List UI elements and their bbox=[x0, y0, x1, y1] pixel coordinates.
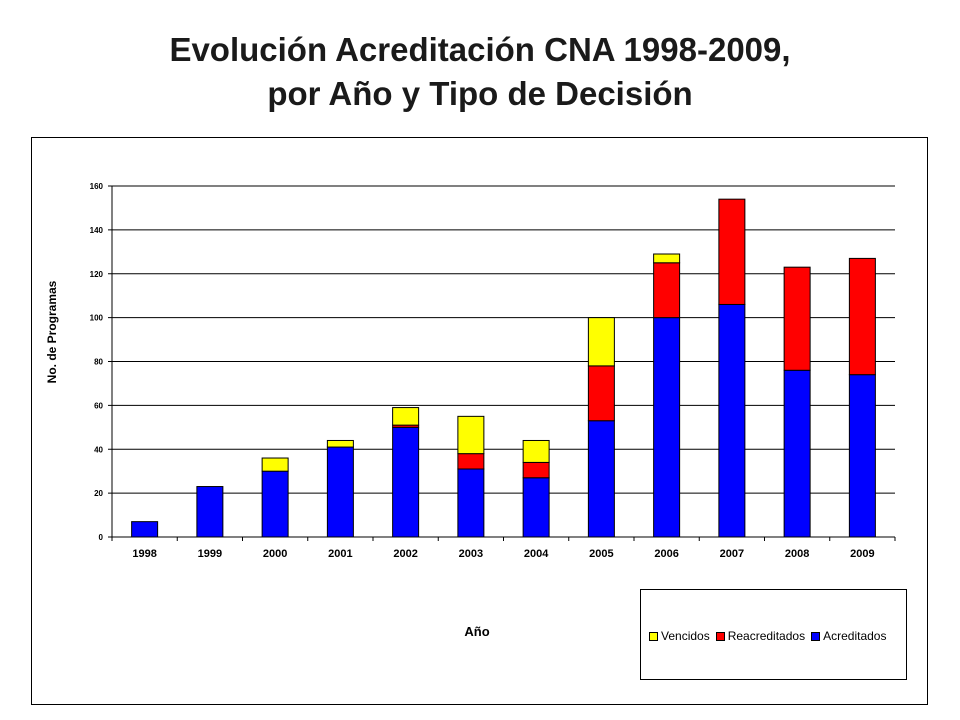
bar-reacreditados bbox=[653, 262, 681, 319]
legend-items: Vencidos Reacreditados Acreditados bbox=[649, 629, 886, 643]
y-axis-title: No. de Programas bbox=[45, 280, 59, 383]
y-tick-label: 140 bbox=[90, 226, 104, 235]
legend-swatch bbox=[715, 631, 725, 641]
bar-reacreditados bbox=[783, 266, 811, 371]
legend-item-vencidos: Vencidos bbox=[649, 629, 710, 643]
x-axis-title: Año bbox=[464, 624, 489, 639]
legend-label: Acreditados bbox=[823, 629, 887, 643]
bar-acreditados bbox=[653, 317, 681, 538]
bar-vencidos bbox=[261, 457, 289, 472]
x-tick-label: 2008 bbox=[785, 548, 809, 560]
bar-acreditados bbox=[196, 486, 224, 538]
bar-reacreditados bbox=[718, 198, 746, 305]
bar-reacreditados bbox=[522, 461, 550, 479]
y-tick-label: 100 bbox=[90, 314, 104, 323]
legend-item-reacreditados: Reacreditados bbox=[715, 629, 806, 643]
bar-acreditados bbox=[718, 303, 746, 538]
legend-item-acreditados: Acreditados bbox=[811, 629, 886, 643]
bar-reacreditados bbox=[848, 257, 876, 376]
y-tick-label: 0 bbox=[99, 533, 104, 542]
bar-vencidos bbox=[326, 439, 354, 448]
x-tick-label: 2004 bbox=[524, 548, 549, 560]
x-tick-label: 2001 bbox=[328, 548, 352, 560]
x-tick-label: 1999 bbox=[198, 548, 222, 560]
legend-swatch bbox=[811, 631, 821, 641]
x-tick-label: 2009 bbox=[850, 548, 874, 560]
bar-acreditados bbox=[261, 470, 289, 538]
x-tick-label: 2000 bbox=[263, 548, 287, 560]
bar-reacreditados bbox=[457, 453, 485, 470]
x-tick-label: 1998 bbox=[132, 548, 156, 560]
y-tick-label: 60 bbox=[94, 401, 103, 410]
bar-vencidos bbox=[457, 415, 485, 455]
bar-vencidos bbox=[392, 407, 420, 426]
legend-label: Reacreditados bbox=[727, 629, 806, 643]
x-tick-label: 2002 bbox=[393, 548, 417, 560]
legend-label: Vencidos bbox=[661, 629, 710, 643]
y-tick-label: 80 bbox=[94, 358, 103, 367]
bar-acreditados bbox=[522, 477, 550, 538]
y-tick-label: 160 bbox=[90, 182, 104, 191]
bar-vencidos bbox=[522, 439, 550, 463]
chart-title-line1: Evolución Acreditación CNA 1998-2009, bbox=[169, 31, 791, 68]
chart-title-line2: por Año y Tipo de Decisión bbox=[267, 75, 693, 112]
x-tick-label: 2007 bbox=[720, 548, 744, 560]
chart-legend: Vencidos Reacreditados Acreditados bbox=[640, 589, 907, 680]
bar-acreditados bbox=[457, 468, 485, 538]
bar-reacreditados bbox=[587, 365, 615, 422]
bar-vencidos bbox=[587, 317, 615, 367]
bar-acreditados bbox=[783, 369, 811, 538]
chart-title: Evolución Acreditación CNA 1998-2009, po… bbox=[0, 28, 960, 116]
bar-acreditados bbox=[392, 426, 420, 538]
y-tick-label: 120 bbox=[90, 270, 104, 279]
bar-acreditados bbox=[587, 420, 615, 538]
x-tick-label: 2006 bbox=[654, 548, 678, 560]
y-tick-label: 20 bbox=[94, 489, 103, 498]
bar-vencidos bbox=[653, 253, 681, 264]
legend-swatch bbox=[649, 631, 658, 641]
bar-acreditados bbox=[848, 374, 876, 538]
y-tick-label: 40 bbox=[94, 445, 103, 454]
bar-acreditados bbox=[131, 521, 159, 538]
x-tick-label: 2005 bbox=[589, 548, 613, 560]
bar-acreditados bbox=[326, 446, 354, 538]
x-tick-label: 2003 bbox=[459, 548, 483, 560]
